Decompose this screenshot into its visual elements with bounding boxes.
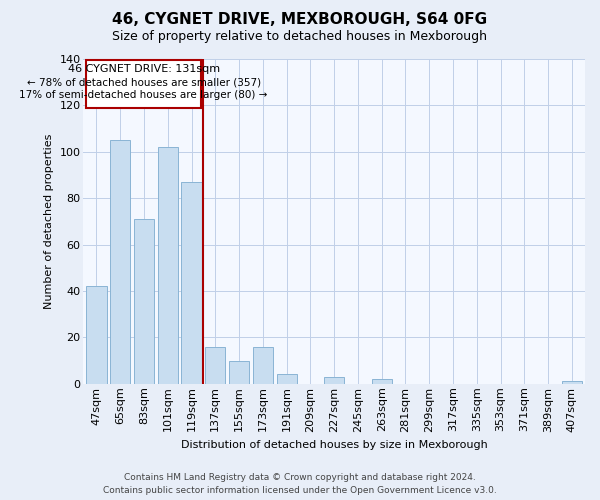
Text: Size of property relative to detached houses in Mexborough: Size of property relative to detached ho… — [113, 30, 487, 43]
Bar — [86, 286, 107, 384]
Bar — [229, 360, 249, 384]
Bar — [562, 382, 582, 384]
Text: 46 CYGNET DRIVE: 131sqm: 46 CYGNET DRIVE: 131sqm — [68, 64, 220, 74]
Y-axis label: Number of detached properties: Number of detached properties — [44, 134, 54, 309]
Bar — [371, 379, 392, 384]
Text: Contains HM Land Registry data © Crown copyright and database right 2024.
Contai: Contains HM Land Registry data © Crown c… — [103, 473, 497, 495]
X-axis label: Distribution of detached houses by size in Mexborough: Distribution of detached houses by size … — [181, 440, 488, 450]
Text: ← 78% of detached houses are smaller (357): ← 78% of detached houses are smaller (35… — [26, 77, 260, 87]
Bar — [205, 346, 226, 384]
FancyBboxPatch shape — [86, 60, 202, 108]
Text: 46, CYGNET DRIVE, MEXBOROUGH, S64 0FG: 46, CYGNET DRIVE, MEXBOROUGH, S64 0FG — [112, 12, 488, 28]
Bar — [158, 147, 178, 384]
Bar — [181, 182, 202, 384]
Bar — [134, 219, 154, 384]
Bar — [253, 346, 273, 384]
Bar — [110, 140, 130, 384]
Bar — [277, 374, 297, 384]
Bar — [324, 377, 344, 384]
Text: 17% of semi-detached houses are larger (80) →: 17% of semi-detached houses are larger (… — [19, 90, 268, 100]
